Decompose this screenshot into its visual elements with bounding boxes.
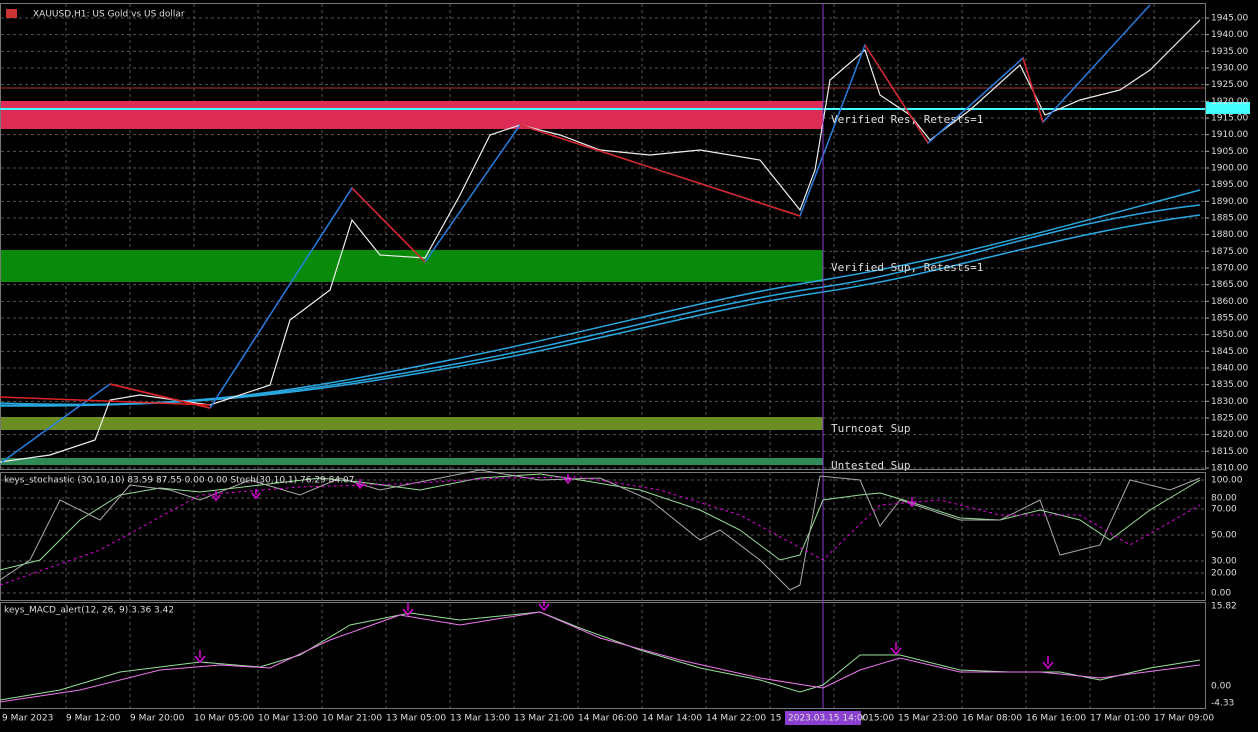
price-tick-label: 1915.00 (1211, 114, 1248, 124)
price-tick-label: 1885.00 (1211, 214, 1248, 224)
price-tick-label: 1840.00 (1211, 364, 1248, 374)
price-tick-label: 1865.00 (1211, 280, 1248, 290)
time-tick-label: 13 Mar 05:00 (386, 714, 446, 724)
stoch-tick-label: 30.00 (1211, 557, 1237, 567)
price-tick-label: 1830.00 (1211, 397, 1248, 407)
time-tick-label: 17 Mar 01:00 (1090, 714, 1150, 724)
time-cursor-box (785, 711, 861, 725)
price-tick-label: 1900.00 (1211, 164, 1248, 174)
time-tick-label: 9 Mar 2023 (2, 714, 53, 724)
time-tick-label: 10 Mar 13:00 (258, 714, 318, 724)
stoch-tick-label: 50.00 (1211, 531, 1237, 541)
stoch-tick-label: 70.00 (1211, 505, 1237, 515)
time-tick-label: 16 Mar 16:00 (1026, 714, 1086, 724)
time-tick-label: 16 Mar 08:00 (962, 714, 1022, 724)
time-tick-label: 15 Mar 15:00 (834, 714, 894, 724)
stoch-fast (0, 469, 1201, 591)
time-tick-label: 10 Mar 21:00 (322, 714, 382, 724)
time-tick-label: 14 Mar 06:00 (578, 714, 638, 724)
stoch-tick-label: 0.00 (1211, 589, 1231, 599)
window-title: XAUUSD,H1: US Gold vs US dollar (33, 10, 185, 20)
resistance-zone (1, 101, 823, 129)
price-tick-label: 1895.00 (1211, 180, 1248, 190)
stoch-tick-label: 100.00 (1211, 476, 1243, 486)
support-zone (1, 250, 823, 282)
zone-label: Untested Sup (831, 459, 910, 472)
price-tick-label: 1845.00 (1211, 347, 1248, 357)
time-tick-label: 14 Mar 14:00 (642, 714, 702, 724)
price-tick-label: 1880.00 (1211, 230, 1248, 240)
macd-tick-label: 15.82 (1211, 602, 1237, 612)
stoch-tick-label: 80.00 (1211, 494, 1237, 504)
macd-signal (0, 611, 1201, 703)
time-tick-label: 13 Mar 13:00 (450, 714, 510, 724)
time-tick-label: 10 Mar 05:00 (194, 714, 254, 724)
time-tick-label: 15 Mar 23:00 (898, 714, 958, 724)
stoch-main (0, 473, 1201, 571)
time-tick-label: 9 Mar 20:00 (130, 714, 185, 724)
price-tick-label: 1855.00 (1211, 314, 1248, 324)
zigzag-down (0, 44, 1044, 409)
price-tick-label: 1870.00 (1211, 264, 1248, 274)
price-tick-label: 1820.00 (1211, 430, 1248, 440)
main-panel (0, 3, 1206, 470)
alert-arrows (194, 474, 1054, 670)
stoch-tick-label: 20.00 (1211, 569, 1237, 579)
price-tick-label: 1945.00 (1211, 14, 1248, 24)
price-tick-label: 1890.00 (1211, 197, 1248, 207)
price-tick-label: 1920.00 (1211, 97, 1248, 107)
time-tick-label: 13 Mar 21:00 (514, 714, 574, 724)
current-price-box (1206, 102, 1250, 114)
price-tick-label: 1905.00 (1211, 147, 1248, 157)
price-series (0, 19, 1201, 463)
price-tick-label: 1850.00 (1211, 330, 1248, 340)
time-tick-label: 9 Mar 12:00 (66, 714, 121, 724)
turncoat-zone (1, 417, 823, 430)
price-tick-label: 1810.00 (1211, 464, 1248, 474)
macd-tick-label: -4.33 (1211, 699, 1234, 709)
price-tick-label: 1875.00 (1211, 247, 1248, 257)
window-icon (6, 9, 17, 18)
price-axis (1206, 0, 1258, 710)
time-tick-label: 17 Mar 09:00 (1154, 714, 1214, 724)
price-tick-label: 1940.00 (1211, 30, 1248, 40)
untested-zone (1, 458, 823, 465)
zone-label: Turncoat Sup (831, 422, 910, 435)
time-tick-label: 14 Mar 22:00 (706, 714, 766, 724)
zone-label: Verified Sup, Retests=1 (831, 261, 983, 274)
price-tick-label: 1930.00 (1211, 64, 1248, 74)
time-cursor-label: 2023.03.15 14:00 (788, 714, 869, 724)
stoch-label: keys_stochastic (30,10,10) 83.59 87.55 0… (4, 476, 354, 486)
price-tick-label: 1925.00 (1211, 80, 1248, 90)
price-tick-label: 1825.00 (1211, 414, 1248, 424)
price-tick-label: 1910.00 (1211, 130, 1248, 140)
macd-tick-label: 0.00 (1211, 682, 1231, 692)
stoch-panel (0, 472, 1206, 601)
price-tick-label: 1935.00 (1211, 47, 1248, 57)
price-tick-label: 1815.00 (1211, 447, 1248, 457)
price-tick-label: 1835.00 (1211, 380, 1248, 390)
zone-label: Verified Res, Retests=1 (831, 113, 983, 126)
macd-label: keys_MACD_alert(12, 26, 9) 3.36 3.42 (4, 606, 174, 616)
price-tick-label: 1860.00 (1211, 297, 1248, 307)
macd-panel (0, 602, 1206, 709)
stoch-signal (0, 476, 1201, 586)
